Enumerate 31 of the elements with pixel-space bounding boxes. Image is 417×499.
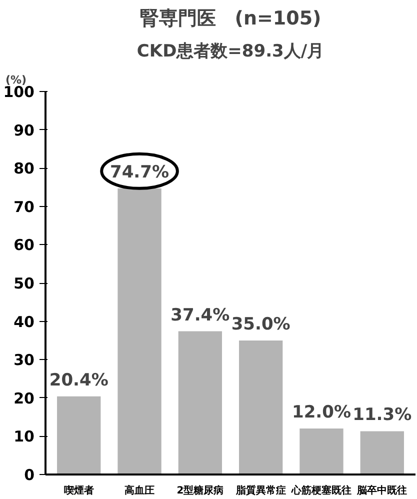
y-tick-label: 20 bbox=[14, 389, 34, 408]
data-label: 20.4% bbox=[49, 370, 108, 390]
x-tick-label: 脳卒中既往 bbox=[356, 484, 408, 496]
y-tick-label: 50 bbox=[14, 274, 34, 292]
bar bbox=[300, 428, 344, 474]
y-tick-label: 60 bbox=[14, 236, 34, 254]
data-label: 12.0% bbox=[292, 402, 351, 423]
bar bbox=[360, 431, 404, 474]
data-label: 74.7% bbox=[110, 162, 170, 182]
y-tick-label: 80 bbox=[14, 160, 34, 178]
chart-subtitle: CKD患者数=89.3人/月 bbox=[136, 42, 324, 62]
y-tick-label: 10 bbox=[14, 428, 34, 446]
y-tick-label: 40 bbox=[14, 312, 34, 331]
y-axis-title: (%) bbox=[6, 74, 27, 86]
chart-title: 腎専門医 (n=105) bbox=[140, 8, 322, 30]
x-tick-label: 高血圧 bbox=[124, 484, 155, 496]
y-tick-label: 90 bbox=[14, 121, 34, 140]
y-tick-label: 30 bbox=[14, 351, 34, 370]
data-label: 37.4% bbox=[170, 305, 230, 326]
y-tick-label: 0 bbox=[24, 466, 34, 484]
bar bbox=[57, 396, 101, 474]
x-tick-label: 喫煙者 bbox=[64, 484, 94, 496]
bar bbox=[178, 331, 222, 474]
data-label: 11.3% bbox=[352, 405, 412, 426]
data-label: 35.0% bbox=[231, 314, 290, 334]
x-tick-label: 2型糖尿病 bbox=[176, 484, 224, 496]
x-tick-label: 心筋梗塞既往 bbox=[290, 484, 352, 496]
bar bbox=[118, 188, 162, 474]
bar bbox=[238, 340, 283, 474]
y-tick-label: 70 bbox=[14, 198, 34, 216]
x-tick-label: 脂質異常症 bbox=[234, 484, 286, 496]
